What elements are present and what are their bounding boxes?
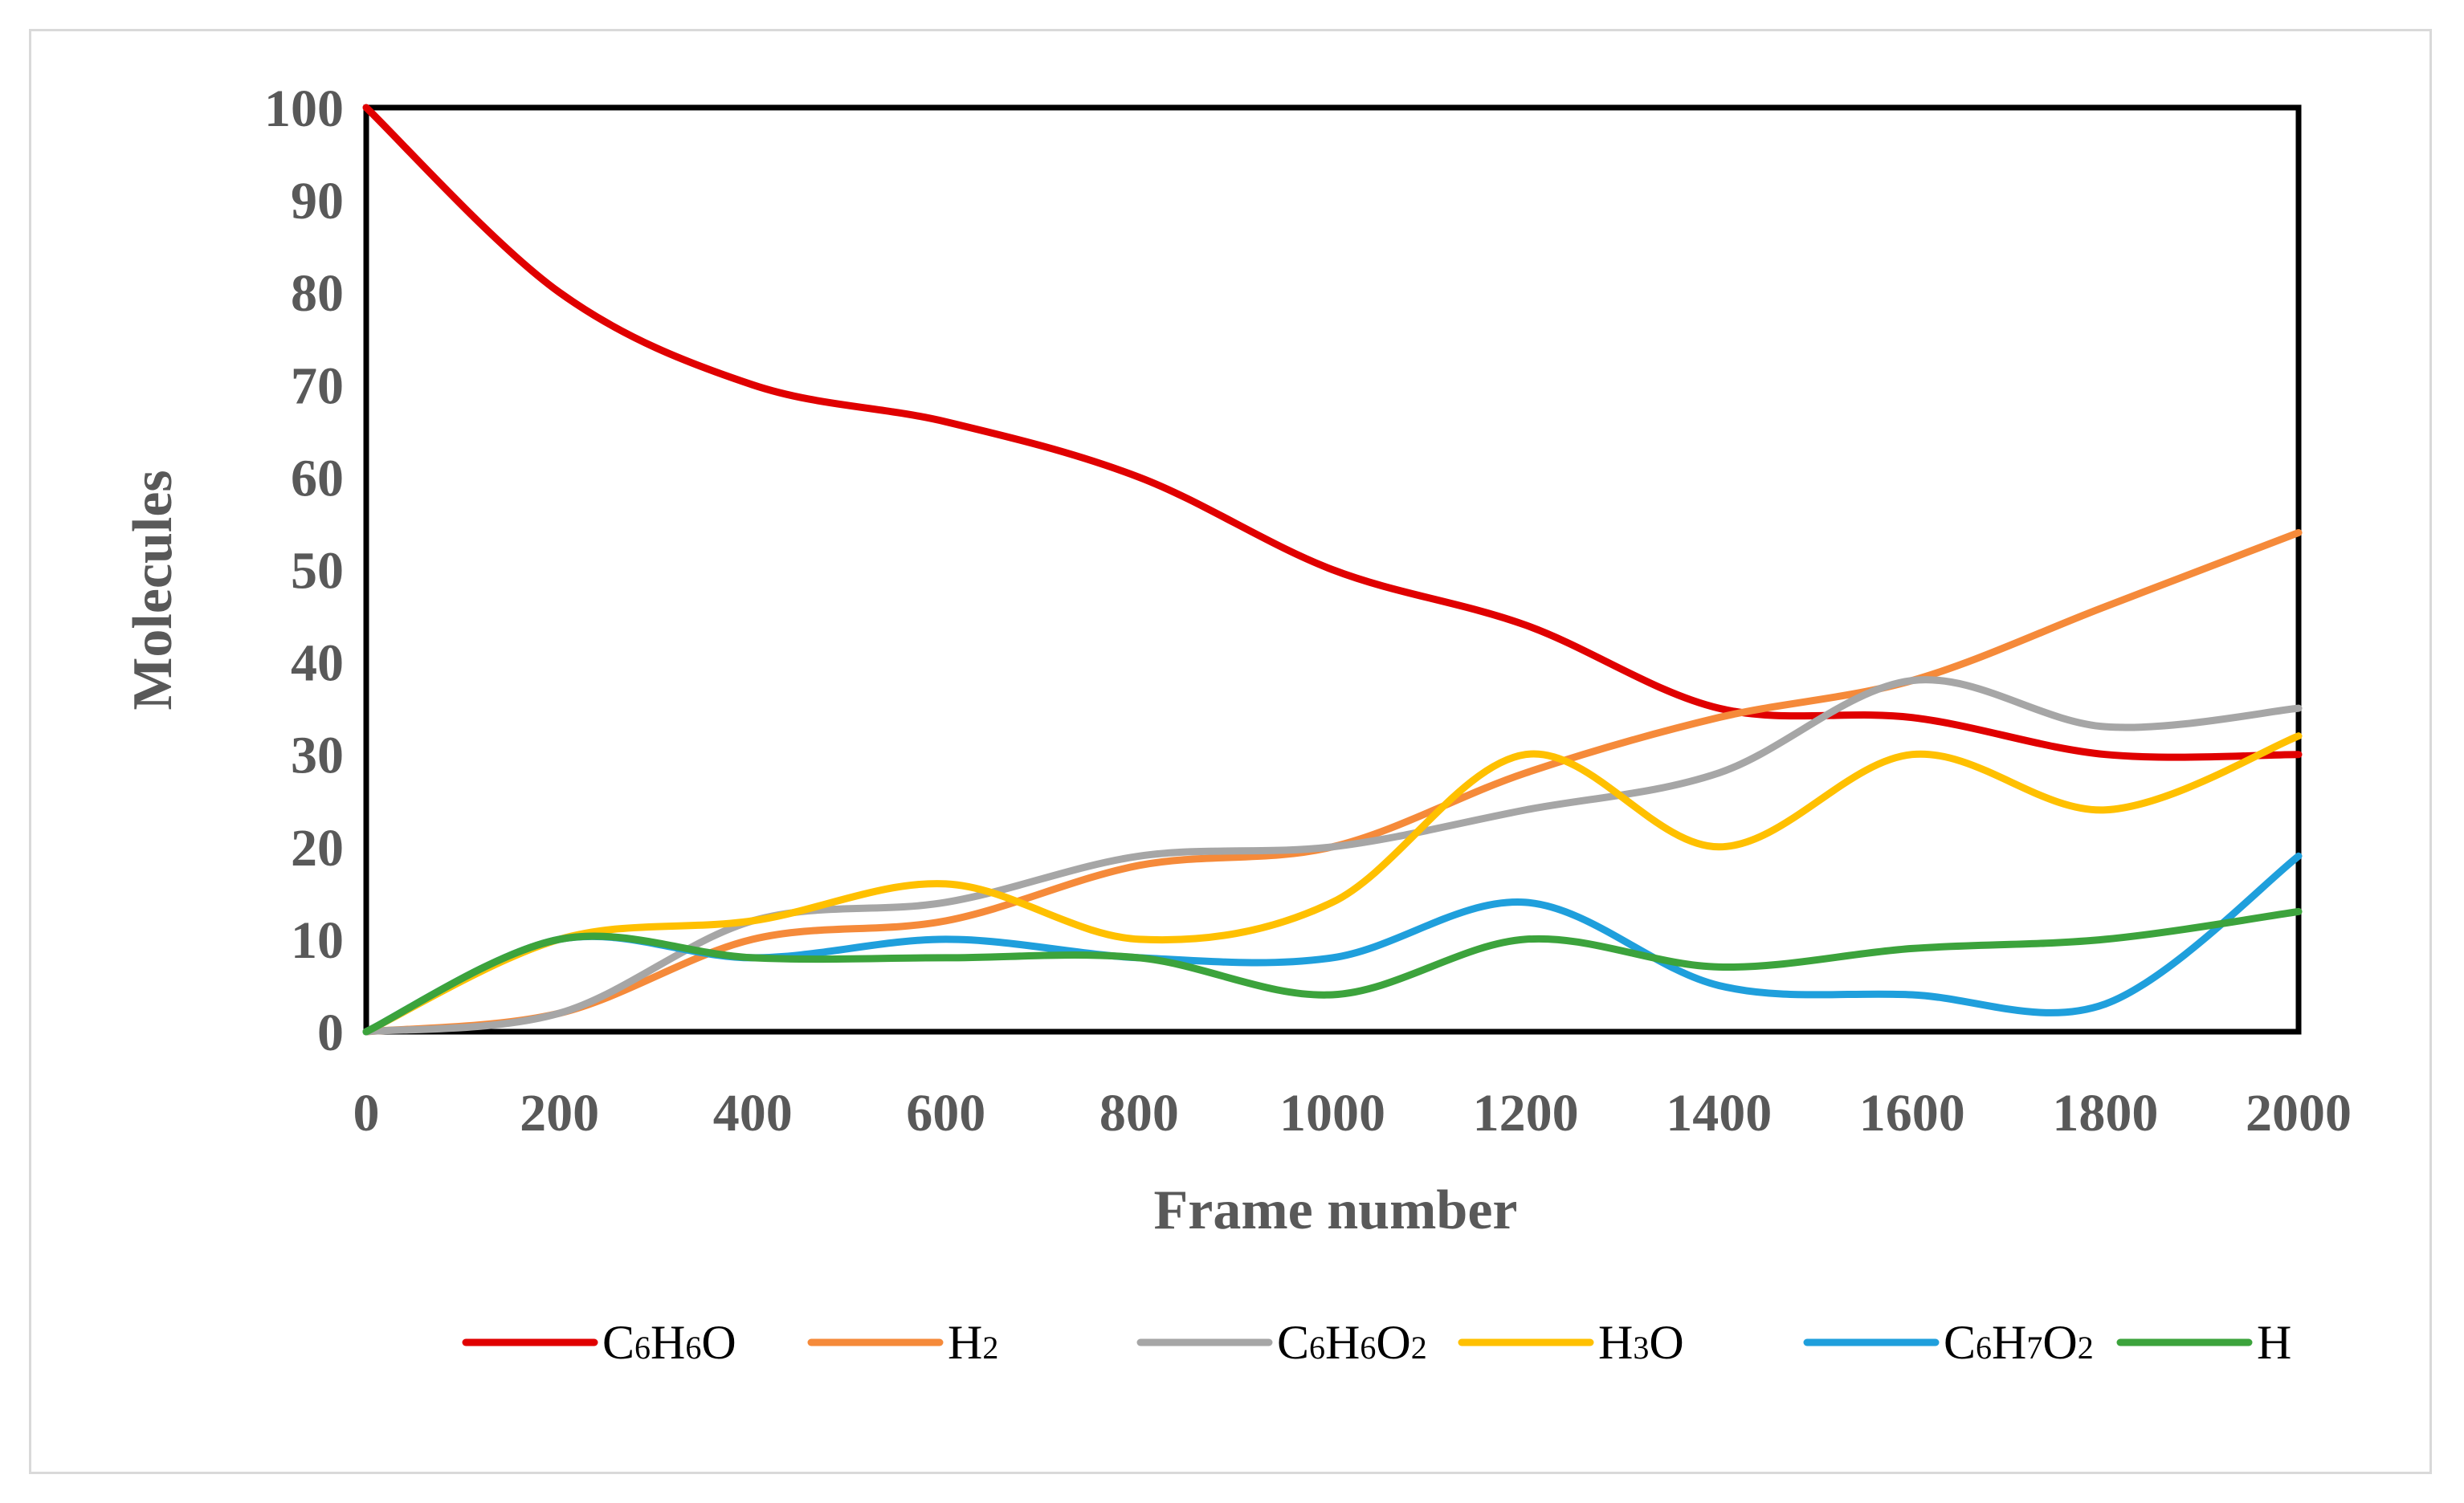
x-tick-label: 1400 xyxy=(1666,1084,1772,1143)
legend-label: C6H7O2 xyxy=(1944,1316,2094,1369)
y-tick-labels: 0 10 20 30 40 50 60 70 80 90 100 xyxy=(264,79,344,1062)
series-lines xyxy=(362,104,2303,1036)
y-tick-label: 80 xyxy=(291,264,344,323)
x-tick-label: 2000 xyxy=(2246,1084,2352,1143)
y-tick-label: 90 xyxy=(291,172,344,230)
series-line-5 xyxy=(362,907,2303,1036)
legend-item: H2 xyxy=(807,1316,998,1369)
legend-item: H xyxy=(2116,1316,2291,1369)
x-tick-label: 400 xyxy=(713,1084,793,1143)
plot-border xyxy=(363,104,2302,1035)
y-tick-label: 40 xyxy=(291,634,344,693)
y-tick-label: 20 xyxy=(291,819,344,878)
legend-label: C6H6O xyxy=(602,1316,736,1369)
x-tick-label: 1200 xyxy=(1473,1084,1579,1143)
legend-label: H3O xyxy=(1598,1316,1684,1369)
x-tick-label: 1000 xyxy=(1279,1084,1385,1143)
legend-item: H3O xyxy=(1458,1316,1684,1369)
series-line-3 xyxy=(362,732,2303,1036)
legend-label: C6H6O2 xyxy=(1277,1316,1427,1369)
y-tick-label: 10 xyxy=(291,911,344,970)
y-tick-label: 60 xyxy=(291,449,344,507)
legend-item: C6H6O xyxy=(462,1316,736,1369)
x-tick-label: 1600 xyxy=(1859,1084,1965,1143)
x-tick-labels: 0 200 400 600 800 1000 1200 1400 1600 1800 2000 xyxy=(353,1084,2352,1143)
x-axis-title: Frame number xyxy=(1154,1179,1518,1241)
series-line-0 xyxy=(362,104,2303,761)
legend: C6H6O H2 C6H6O2 H3O C6H7O2 H xyxy=(462,1316,2291,1369)
x-tick-label: 200 xyxy=(520,1084,599,1143)
x-tick-label: 800 xyxy=(1099,1084,1179,1143)
chart-frame xyxy=(29,29,2432,1474)
legend-item: C6H7O2 xyxy=(1803,1316,2094,1369)
y-tick-label: 50 xyxy=(291,542,344,601)
legend-label: H2 xyxy=(948,1316,998,1369)
y-tick-label: 30 xyxy=(291,727,344,785)
plot-area xyxy=(363,104,2302,1035)
x-tick-label: 600 xyxy=(906,1084,985,1143)
x-tick-label: 0 xyxy=(353,1084,380,1143)
y-tick-label: 70 xyxy=(291,356,344,415)
y-tick-label: 100 xyxy=(264,79,344,138)
y-tick-label: 0 xyxy=(317,1004,344,1062)
legend-label: H xyxy=(2257,1316,2291,1369)
x-tick-label: 1800 xyxy=(2052,1084,2158,1143)
legend-item: C6H6O2 xyxy=(1136,1316,1427,1369)
y-axis-title: Molecules xyxy=(122,470,184,710)
